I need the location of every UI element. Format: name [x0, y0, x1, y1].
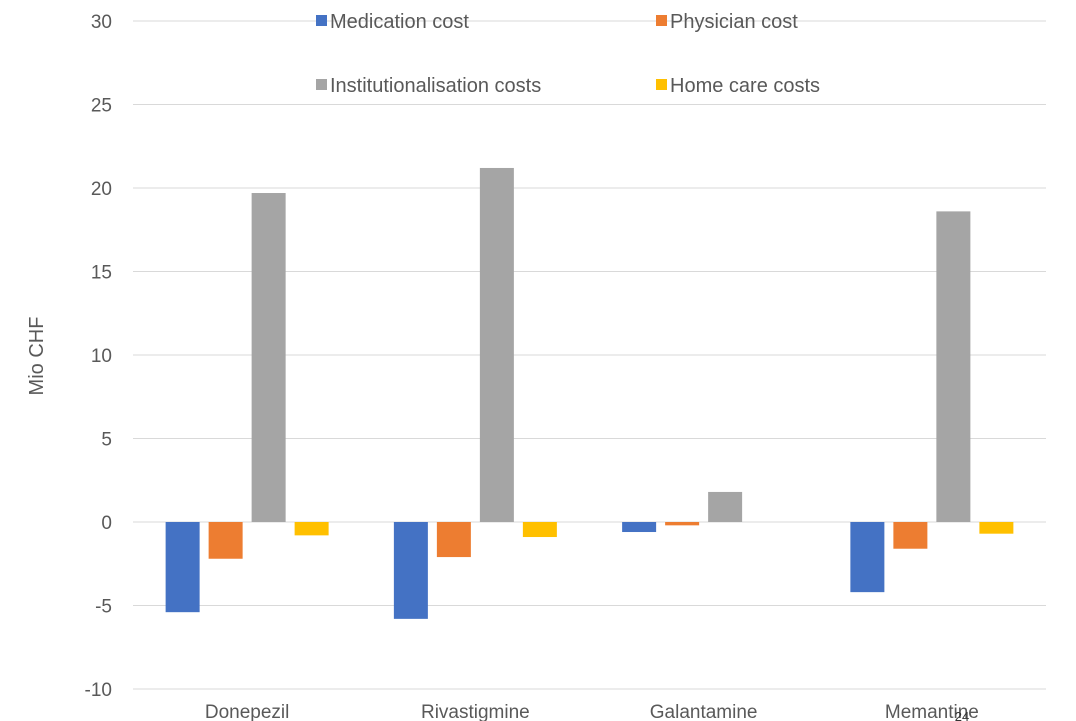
bar [251, 193, 286, 522]
bar [522, 522, 557, 538]
x-axis-ticks: Donepezil Rivastigmine Galantamine Memantin… [205, 702, 979, 721]
x-tick-label: Donepezil [205, 702, 290, 721]
legend-swatch [656, 79, 667, 90]
x-tick-label: Galantamine [650, 702, 758, 721]
legend: Medication cost Physician cost Institution… [316, 11, 820, 97]
bar [708, 491, 743, 522]
bar [294, 522, 329, 536]
bar [979, 522, 1014, 534]
y-tick-label: 5 [101, 430, 112, 451]
bar [208, 522, 243, 559]
x-tick-label: Memantine [885, 702, 979, 721]
x-tick-label: Rivastigmine [421, 702, 530, 721]
y-tick-label: 10 [91, 346, 112, 367]
legend-label: Medication cost [330, 11, 469, 33]
y-tick-label: 0 [101, 513, 112, 534]
bars [165, 167, 1014, 619]
bar [665, 522, 700, 526]
bar [479, 167, 514, 522]
page-number: 24 [955, 709, 969, 721]
legend-label: Physician cost [670, 11, 798, 33]
y-tick-label: 30 [91, 12, 112, 33]
legend-swatch [316, 15, 327, 26]
y-tick-label: 20 [91, 179, 112, 200]
legend-swatch [316, 79, 327, 90]
legend-label: Institutionalisation costs [330, 75, 541, 97]
y-tick-label: -10 [85, 680, 112, 701]
bar [436, 522, 471, 558]
legend-swatch [656, 15, 667, 26]
y-axis-label: Mio CHF [26, 317, 48, 396]
y-tick-label: 15 [91, 263, 112, 284]
bar [165, 522, 200, 613]
bar [393, 522, 428, 619]
bar [893, 522, 928, 549]
legend-label: Home care costs [670, 75, 820, 97]
y-axis-ticks: -10 -5 0 5 10 15 20 25 30 [85, 12, 112, 701]
bar [622, 522, 657, 533]
bar [936, 211, 971, 522]
bar [850, 522, 885, 593]
y-tick-label: 25 [91, 96, 112, 117]
y-tick-label: -5 [95, 597, 112, 618]
